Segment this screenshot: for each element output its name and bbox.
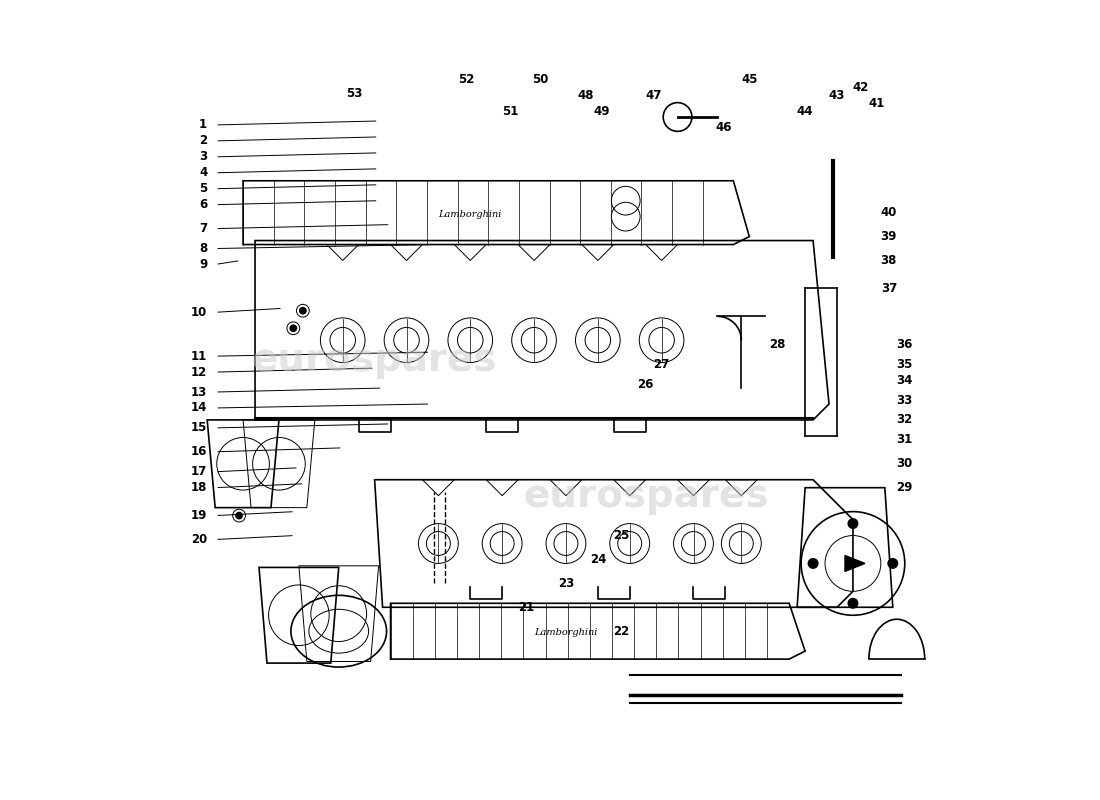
Circle shape	[235, 513, 242, 518]
Text: 18: 18	[190, 481, 207, 494]
Text: 12: 12	[191, 366, 207, 378]
Text: 39: 39	[881, 230, 896, 243]
Text: 43: 43	[828, 89, 845, 102]
Text: 3: 3	[199, 150, 207, 163]
Text: 2: 2	[199, 134, 207, 147]
Text: 34: 34	[896, 374, 913, 386]
Text: 21: 21	[518, 601, 535, 614]
Text: 13: 13	[191, 386, 207, 398]
Circle shape	[848, 518, 858, 528]
Text: 6: 6	[199, 198, 207, 211]
Text: 48: 48	[578, 89, 594, 102]
Text: 51: 51	[502, 105, 518, 118]
Circle shape	[888, 558, 898, 568]
Text: 11: 11	[191, 350, 207, 362]
Text: 7: 7	[199, 222, 207, 235]
Text: Lamborghini: Lamborghini	[439, 210, 502, 218]
Text: 44: 44	[796, 105, 813, 118]
Text: 29: 29	[896, 481, 913, 494]
Text: 19: 19	[190, 509, 207, 522]
Text: 14: 14	[190, 402, 207, 414]
Text: 52: 52	[458, 73, 474, 86]
Text: 5: 5	[199, 182, 207, 195]
Text: 28: 28	[769, 338, 785, 350]
Text: 46: 46	[715, 121, 732, 134]
Text: 47: 47	[646, 89, 662, 102]
Text: 37: 37	[881, 282, 896, 295]
Text: 16: 16	[190, 446, 207, 458]
Text: 32: 32	[896, 414, 913, 426]
Text: 31: 31	[896, 434, 913, 446]
Text: 22: 22	[614, 625, 630, 638]
Text: Lamborghini: Lamborghini	[535, 628, 597, 638]
Polygon shape	[845, 555, 865, 571]
Text: 26: 26	[638, 378, 653, 390]
Text: 27: 27	[653, 358, 670, 370]
Text: 35: 35	[896, 358, 913, 370]
Text: 42: 42	[852, 81, 869, 94]
Text: 8: 8	[199, 242, 207, 255]
Text: eurospares: eurospares	[252, 341, 497, 379]
Circle shape	[808, 558, 818, 568]
Text: 41: 41	[869, 97, 886, 110]
Circle shape	[299, 307, 306, 314]
Text: 4: 4	[199, 166, 207, 179]
Text: 49: 49	[594, 105, 610, 118]
Text: 9: 9	[199, 258, 207, 271]
Text: 40: 40	[881, 206, 896, 219]
Text: 25: 25	[614, 529, 630, 542]
Text: 50: 50	[532, 73, 549, 86]
Text: 45: 45	[741, 73, 758, 86]
Text: 20: 20	[191, 533, 207, 546]
Text: 10: 10	[191, 306, 207, 319]
Circle shape	[848, 598, 858, 608]
Text: 30: 30	[896, 458, 913, 470]
Text: 38: 38	[881, 254, 896, 267]
Circle shape	[290, 325, 297, 331]
Text: 24: 24	[590, 553, 606, 566]
Text: 36: 36	[896, 338, 913, 350]
Text: 17: 17	[191, 466, 207, 478]
Text: eurospares: eurospares	[522, 477, 769, 514]
Text: 15: 15	[190, 422, 207, 434]
Text: 53: 53	[346, 86, 363, 99]
Text: 23: 23	[558, 577, 574, 590]
Text: 33: 33	[896, 394, 913, 406]
Text: 1: 1	[199, 118, 207, 131]
